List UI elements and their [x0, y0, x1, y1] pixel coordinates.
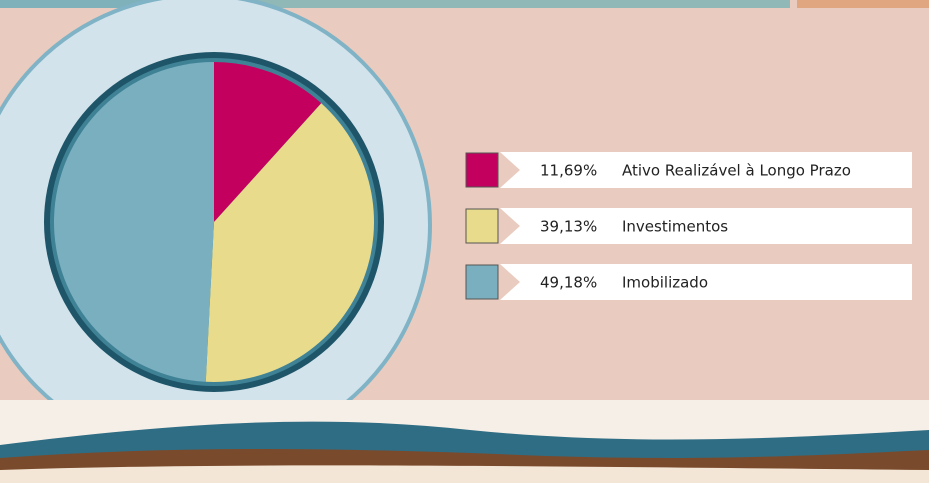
- legend: 11,69% Ativo Realizável à Longo Prazo 39,1…: [466, 152, 912, 300]
- top-bar: [797, 0, 929, 8]
- pie: [54, 62, 374, 382]
- legend-label: Investimentos: [622, 218, 728, 236]
- legend-swatch: [466, 209, 498, 243]
- legend-label: Ativo Realizável à Longo Prazo: [622, 162, 851, 180]
- legend-swatch: [466, 153, 498, 187]
- chart: 11,69% Ativo Realizável à Longo Prazo 39,1…: [0, 0, 929, 483]
- legend-swatch: [466, 265, 498, 299]
- value-label: 11,69%: [540, 162, 597, 180]
- value-label: 39,13%: [540, 218, 597, 236]
- value-label: 49,18%: [540, 274, 597, 292]
- legend-label: Imobilizado: [622, 274, 708, 292]
